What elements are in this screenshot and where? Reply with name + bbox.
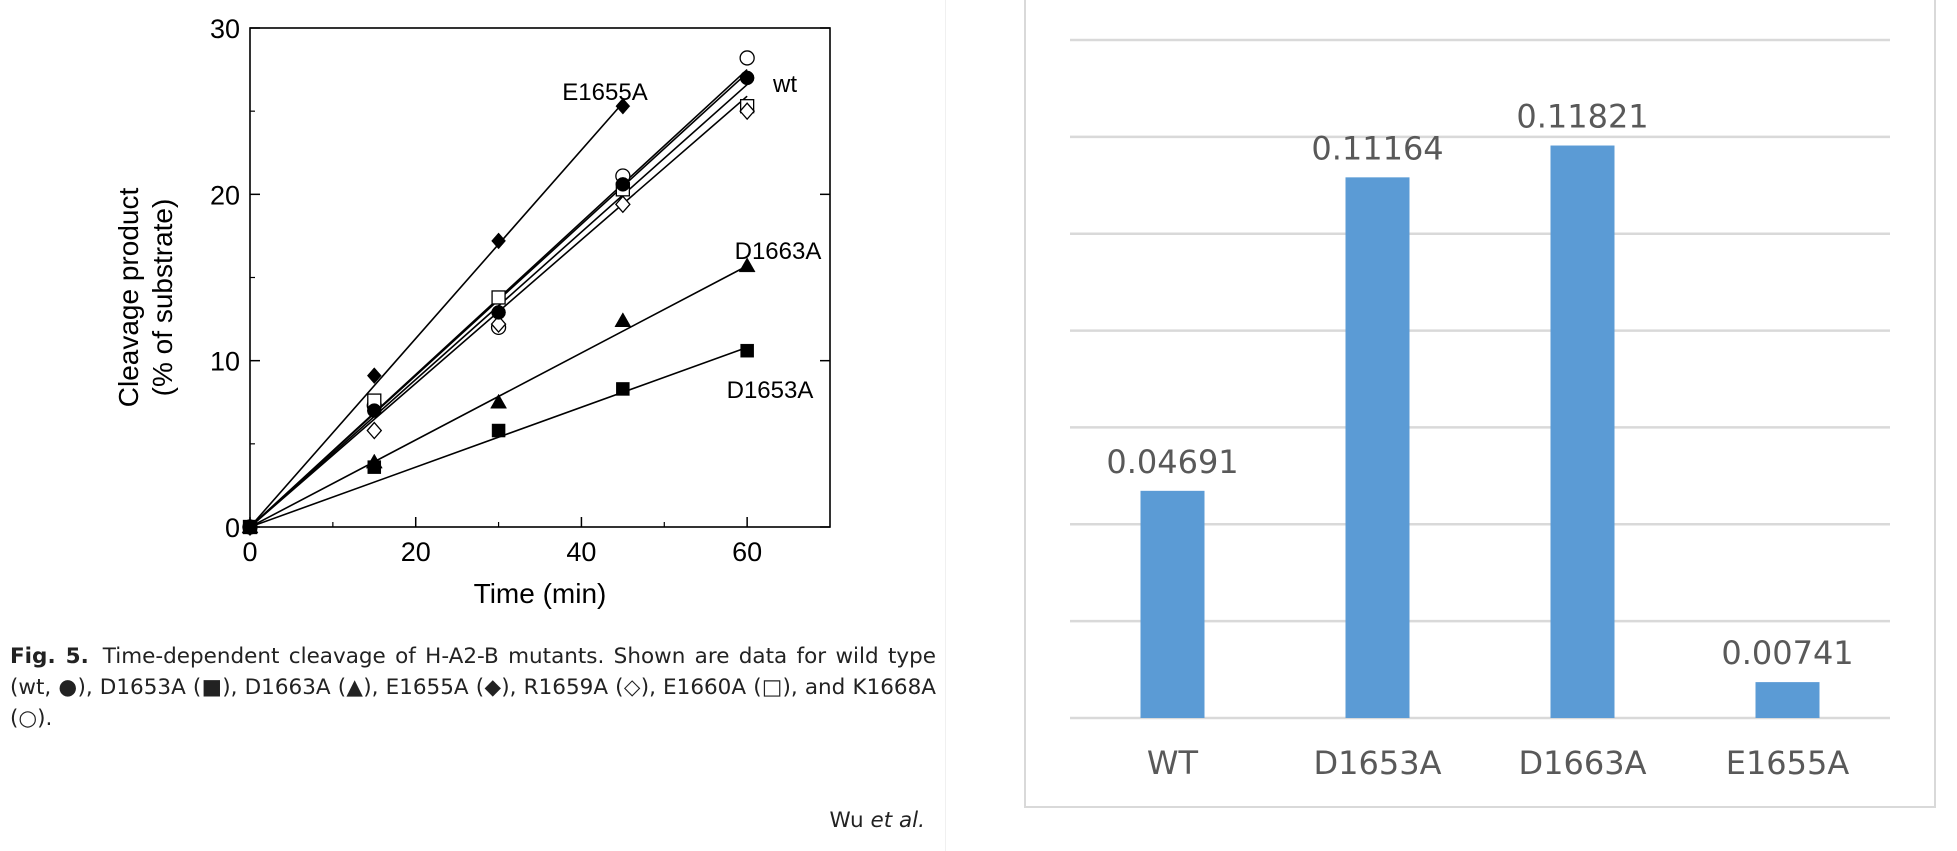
data-point-r1659a xyxy=(614,195,631,214)
category-label-d1653a: D1653A xyxy=(1314,744,1442,782)
panel-divider xyxy=(945,0,946,851)
bar-wt xyxy=(1140,490,1205,718)
data-point-d1653a xyxy=(243,520,257,534)
bar-chart-panel: 0.04691 WT 0.11164 D1653A 0.11821 D1663A 0.007… xyxy=(1024,0,1936,808)
bar-chart: 0.04691 WT 0.11164 D1653A 0.11821 D1663A 0.007… xyxy=(1070,38,1890,782)
y-tick-label: 20 xyxy=(210,180,240,210)
y-axis-label-line: (% of substrate) xyxy=(147,199,178,397)
data-label-wt: 0.04691 xyxy=(1106,443,1238,481)
data-point-wt xyxy=(367,403,382,418)
y-axis-label: Cleavage product (% of substrate) xyxy=(113,188,178,408)
data-label-d1653a: 0.11164 xyxy=(1311,129,1443,167)
data-point-wt xyxy=(615,177,631,192)
y-tick-label: 30 xyxy=(210,14,240,44)
data-point-r1659a xyxy=(366,421,383,440)
scatter-chart: 0 20 40 60 0 10 20 30 Time (min) Cleavage product… xyxy=(113,14,831,609)
author-credit: Wu et al. xyxy=(830,808,925,833)
data-point-r1659a xyxy=(490,315,507,334)
x-tick-label: 40 xyxy=(566,537,596,567)
y-tick-label: 0 xyxy=(225,513,240,543)
category-label-e1655a: E1655A xyxy=(1726,744,1850,782)
data-point-d1663a xyxy=(614,312,632,327)
data-point-d1663a xyxy=(490,393,508,409)
bar-d1663a xyxy=(1550,145,1615,718)
fit-line-e1655a xyxy=(249,102,624,528)
data-label-d1663a: 0.11821 xyxy=(1516,98,1648,136)
data-point-r1659a xyxy=(739,102,756,121)
data-point-e1655a xyxy=(615,97,631,115)
category-label-wt: WT xyxy=(1147,744,1199,782)
series-label-d1663a: D1663A xyxy=(735,238,822,265)
credit-etal: et al. xyxy=(870,808,925,833)
x-axis-label: Time (min) xyxy=(474,578,607,609)
series-label-d1653a: D1653A xyxy=(727,377,814,404)
y-axis-label-line: Cleavage product xyxy=(113,188,144,408)
data-point-k1668a xyxy=(739,50,755,66)
data-point-e1655a xyxy=(366,367,382,385)
figure-label: Fig. 5. xyxy=(10,644,89,669)
series-label-wt: wt xyxy=(772,71,797,98)
caption-text: Time-dependent cleavage of H-A2-B mutant… xyxy=(10,644,937,731)
figure-panel: 0 20 40 60 0 10 20 30 Time (min) Cleavage product… xyxy=(0,0,945,851)
x-tick-label: 0 xyxy=(242,537,257,567)
bar-d1653a xyxy=(1345,177,1410,718)
data-label-e1655a: 0.00741 xyxy=(1721,634,1853,672)
data-point-e1655a xyxy=(491,232,506,250)
data-point-d1653a xyxy=(491,423,506,438)
data-point-d1653a xyxy=(740,343,754,358)
bar-e1655a xyxy=(1755,682,1820,718)
data-point-d1653a xyxy=(616,382,630,396)
figure-caption: Fig. 5. Time-dependent cleavage of H-A2-B… xyxy=(10,641,936,734)
data-point-d1653a xyxy=(367,460,382,474)
data-point-e1660a xyxy=(491,290,506,305)
y-tick-label: 10 xyxy=(210,347,240,377)
category-label-d1663a: D1663A xyxy=(1519,744,1647,782)
x-tick-label: 20 xyxy=(401,537,431,567)
series-label-e1655a: E1655A xyxy=(562,79,647,106)
data-point-d1663a xyxy=(738,257,756,273)
x-tick-label: 60 xyxy=(732,537,762,567)
data-point-wt xyxy=(491,305,506,320)
data-point-wt xyxy=(739,70,755,86)
credit-authors: Wu xyxy=(829,808,864,833)
